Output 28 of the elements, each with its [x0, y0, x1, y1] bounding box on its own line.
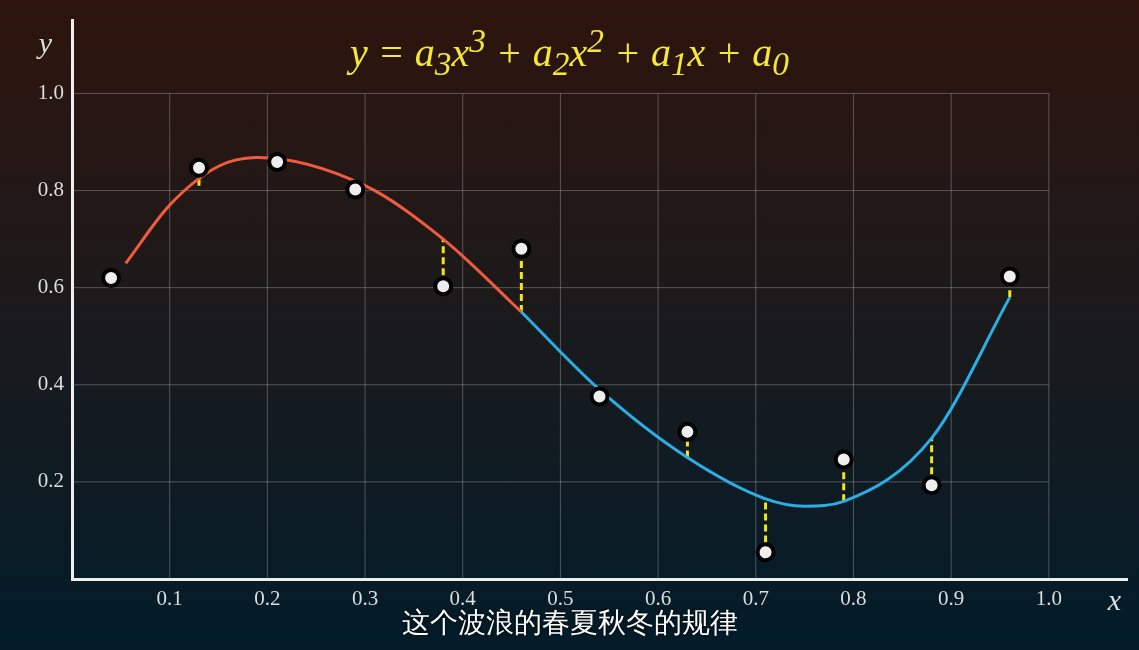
y-axis-title: y [35, 26, 53, 60]
x-axis-title: x [1106, 582, 1122, 616]
x-tick-label: 0.1 [156, 586, 183, 611]
y-tick-label: 1.0 [37, 79, 64, 104]
x-tick-label: 0.2 [254, 586, 281, 611]
point [999, 266, 1020, 287]
x-tick-label: 1.0 [1035, 586, 1062, 611]
point [921, 475, 942, 496]
y-tick-label: 0.8 [37, 177, 64, 202]
x-tick-label: 0.3 [351, 586, 379, 611]
line-series [124, 156, 523, 314]
y-tick-label: 0.2 [37, 468, 64, 493]
point [345, 179, 366, 200]
point [511, 238, 532, 259]
x-tick-label: 0.8 [840, 586, 867, 611]
point [677, 421, 698, 442]
point [433, 276, 454, 297]
y-tick-label: 0.6 [37, 274, 64, 299]
point [833, 449, 854, 470]
point [188, 157, 209, 178]
point [267, 151, 288, 172]
line-series [519, 295, 1012, 508]
y-tick-label: 0.4 [37, 371, 65, 396]
x-tick-label: 0.9 [938, 586, 965, 611]
point [755, 542, 776, 563]
x-tick-label: 0.7 [742, 586, 769, 611]
point [101, 267, 122, 288]
point [589, 386, 610, 407]
